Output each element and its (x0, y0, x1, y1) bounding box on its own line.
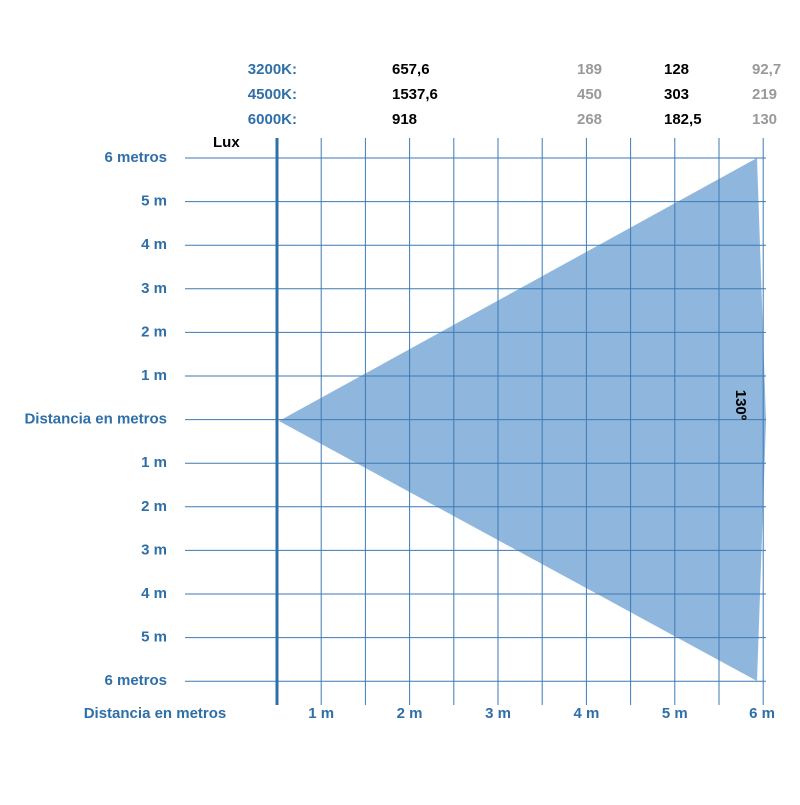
temperature-label: 3200K: (248, 61, 297, 78)
left-axis-label: 3 m (141, 280, 167, 297)
left-axis-label: 3 m (141, 541, 167, 558)
lux-value: 450 (577, 86, 602, 103)
angle-label: 130º (732, 390, 749, 421)
lux-value: 128 (664, 61, 689, 78)
lux-value: 303 (664, 86, 689, 103)
lux-value: 182,5 (664, 111, 702, 128)
lux-value: 268 (577, 111, 602, 128)
bottom-axis-label: 2 m (397, 705, 423, 722)
bottom-axis-label: 3 m (485, 705, 511, 722)
unit-label: Lux (213, 134, 240, 151)
bottom-axis-label: 6 m (749, 705, 775, 722)
left-axis-label: 4 m (141, 236, 167, 253)
lux-value: 189 (577, 61, 602, 78)
bottom-axis-title: Distancia en metros (84, 705, 227, 722)
lux-value: 219 (752, 86, 777, 103)
left-axis-label: 4 m (141, 585, 167, 602)
left-axis-label: 6 metros (104, 149, 167, 166)
temperature-label: 4500K: (248, 86, 297, 103)
left-axis-label: 5 m (141, 629, 167, 646)
lux-value: 92,7 (752, 61, 781, 78)
left-axis-label: 5 m (141, 193, 167, 210)
bottom-axis-label: 5 m (662, 705, 688, 722)
temperature-label: 6000K: (248, 111, 297, 128)
left-axis-label: Distancia en metros (24, 411, 167, 428)
bottom-axis-label: 4 m (573, 705, 599, 722)
lux-value: 657,6 (392, 61, 430, 78)
left-axis-label: 1 m (141, 367, 167, 384)
lux-value: 918 (392, 111, 417, 128)
left-axis-label: 1 m (141, 454, 167, 471)
left-axis-label: 2 m (141, 323, 167, 340)
lux-value: 1537,6 (392, 86, 438, 103)
lux-value: 130 (752, 111, 777, 128)
left-axis-label: 6 metros (104, 672, 167, 689)
left-axis-label: 2 m (141, 498, 167, 515)
bottom-axis-label: 1 m (308, 705, 334, 722)
